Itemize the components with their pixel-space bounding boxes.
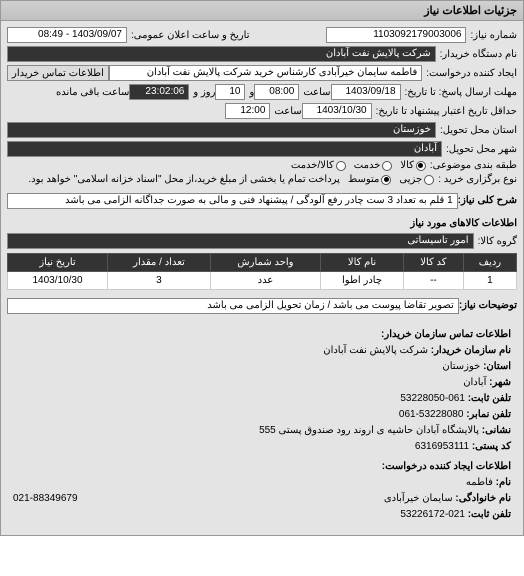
validity-label: حداقل تاریخ اعتبار پیشنهاد تا تاریخ: xyxy=(376,106,517,117)
c-name-label: نام: xyxy=(496,477,511,488)
deadline-label: مهلت ارسال پاسخ: تا تاریخ: xyxy=(405,87,517,98)
radio-kala[interactable] xyxy=(416,161,426,171)
creator-label: ایجاد کننده درخواست: xyxy=(426,68,517,79)
goods-table: ردیف کد کالا نام کالا واحد شمارش تعداد /… xyxy=(7,253,517,290)
remain-suffix: ساعت باقی مانده xyxy=(56,87,129,98)
c-org: شرکت پالایش نفت آبادان xyxy=(323,345,428,356)
td-code: -- xyxy=(404,272,464,290)
public-date-field: 1403/09/07 - 08:49 xyxy=(7,27,127,43)
request-no-label: شماره نیاز: xyxy=(470,30,517,41)
radio-small-label: جزیی xyxy=(399,174,422,185)
request-no-field: 1103092179003006 xyxy=(326,27,466,43)
th-qty: تعداد / مقدار xyxy=(108,254,211,272)
td-unit: عدد xyxy=(210,272,320,290)
goods-section-title: اطلاعات کالاهای مورد نیاز xyxy=(7,218,517,229)
buyer-org-field: شرکت پالایش نفت آبادان xyxy=(7,46,436,62)
buyer-org-label: نام دستگاه خریدار: xyxy=(440,49,517,60)
remain-time-field: 23:02:06 xyxy=(129,84,189,100)
radio-small[interactable] xyxy=(424,175,434,185)
radio-kala-label: کالا xyxy=(400,160,414,171)
validity-time-field: 12:00 xyxy=(225,103,270,119)
notes-label: توضیحات نیاز: xyxy=(459,300,517,311)
group-field: امور تاسیساتی xyxy=(7,233,474,249)
deadline-time-field: 08:00 xyxy=(254,84,299,100)
radio-medium-label: متوسط xyxy=(348,174,379,185)
contact-button[interactable]: اطلاعات تماس خریدار xyxy=(7,65,109,81)
c-family-label: نام خانوادگی: xyxy=(455,493,511,504)
group-label: گروه کالا: xyxy=(478,236,517,247)
c-org-label: نام سازمان خریدار: xyxy=(431,345,511,356)
td-name: چادر اطوا xyxy=(321,272,404,290)
th-name: نام کالا xyxy=(321,254,404,272)
c-phone: 061-53228050 xyxy=(400,393,465,404)
radio-service[interactable] xyxy=(382,161,392,171)
c-tel: 021-53226172 xyxy=(400,509,465,520)
purchase-note: پرداخت تمام یا بخشی از مبلغ خرید،از محل … xyxy=(28,174,340,185)
radio-service-label: خدمت xyxy=(354,160,381,171)
city-field: آبادان xyxy=(7,141,442,157)
creator-field: فاطمه سایمان خیرآبادی کارشناس خرید شرکت … xyxy=(109,65,422,81)
contact-title: اطلاعات تماس سازمان خریدار: xyxy=(13,327,511,343)
purchase-radio-group: جزیی متوسط xyxy=(348,174,434,185)
c-fax: 53228080-061 xyxy=(399,409,464,420)
c-family: سایمان خیرآبادی xyxy=(384,493,453,504)
th-code: کد کالا xyxy=(404,254,464,272)
purchase-type-label: نوع برگزاری خرید : xyxy=(438,174,517,185)
province-field: خوزستان xyxy=(7,122,436,138)
c-postal: 6316953111 xyxy=(415,441,469,452)
subject-radio-group: کالا خدمت کالا/خدمت xyxy=(291,160,426,171)
th-row: ردیف xyxy=(463,254,516,272)
time-label-1: ساعت xyxy=(303,87,330,98)
c-name: فاطمه xyxy=(466,477,493,488)
days-field: 10 xyxy=(215,84,245,100)
notes-field: تصویر تقاضا پیوست می باشد / زمان تحویل ا… xyxy=(7,298,459,314)
radio-medium[interactable] xyxy=(381,175,391,185)
requester-title: اطلاعات ایجاد کننده درخواست: xyxy=(13,459,511,475)
validity-date-field: 1403/10/30 xyxy=(302,103,372,119)
province-label: استان محل تحویل: xyxy=(440,125,517,136)
c-province-label: استان: xyxy=(483,361,511,372)
c-tel2: 021-88349679 xyxy=(13,491,78,507)
td-date: 1403/10/30 xyxy=(8,272,108,290)
radio-both-label: کالا/خدمت xyxy=(291,160,334,171)
city-label: شهر محل تحویل: xyxy=(446,144,517,155)
td-row: 1 xyxy=(463,272,516,290)
general-title-label: شرح کلی نیاز: xyxy=(458,195,517,206)
th-date: تاریخ نیاز xyxy=(8,254,108,272)
c-city-label: شهر: xyxy=(489,377,511,388)
c-phone-label: تلفن ثابت: xyxy=(468,393,511,404)
c-city: آبادان xyxy=(463,377,486,388)
table-row: 1 -- چادر اطوا عدد 3 1403/10/30 xyxy=(8,272,517,290)
c-fax-label: تلفن نمابر: xyxy=(466,409,511,420)
public-date-label: تاریخ و ساعت اعلان عمومی: xyxy=(131,30,250,41)
days-and-label: و xyxy=(249,87,254,98)
table-header-row: ردیف کد کالا نام کالا واحد شمارش تعداد /… xyxy=(8,254,517,272)
c-address: پالایشگاه آبادان حاشیه ی اروند رود صندوق… xyxy=(259,425,479,436)
time-label-2: ساعت xyxy=(274,106,301,117)
deadline-date-field: 1403/09/18 xyxy=(331,84,401,100)
c-province: خوزستان xyxy=(442,361,480,372)
general-title-field: 1 قلم به تعداد 3 ست چادر رفع آلودگی / پی… xyxy=(7,193,458,209)
subject-type-label: طبقه بندی موضوعی: xyxy=(430,160,517,171)
panel-header: جزئیات اطلاعات نیاز xyxy=(1,1,523,21)
radio-both[interactable] xyxy=(336,161,346,171)
remain-label: روز و xyxy=(193,87,215,98)
main-panel: جزئیات اطلاعات نیاز شماره نیاز: 11030921… xyxy=(0,0,524,536)
c-postal-label: کد پستی: xyxy=(472,441,511,452)
th-unit: واحد شمارش xyxy=(210,254,320,272)
c-address-label: نشانی: xyxy=(482,425,511,436)
panel-content: شماره نیاز: 1103092179003006 تاریخ و ساع… xyxy=(1,21,523,535)
c-tel-label: تلفن ثابت: xyxy=(468,509,511,520)
td-qty: 3 xyxy=(108,272,211,290)
contact-info-block: اطلاعات تماس سازمان خریدار: نام سازمان خ… xyxy=(7,321,517,529)
